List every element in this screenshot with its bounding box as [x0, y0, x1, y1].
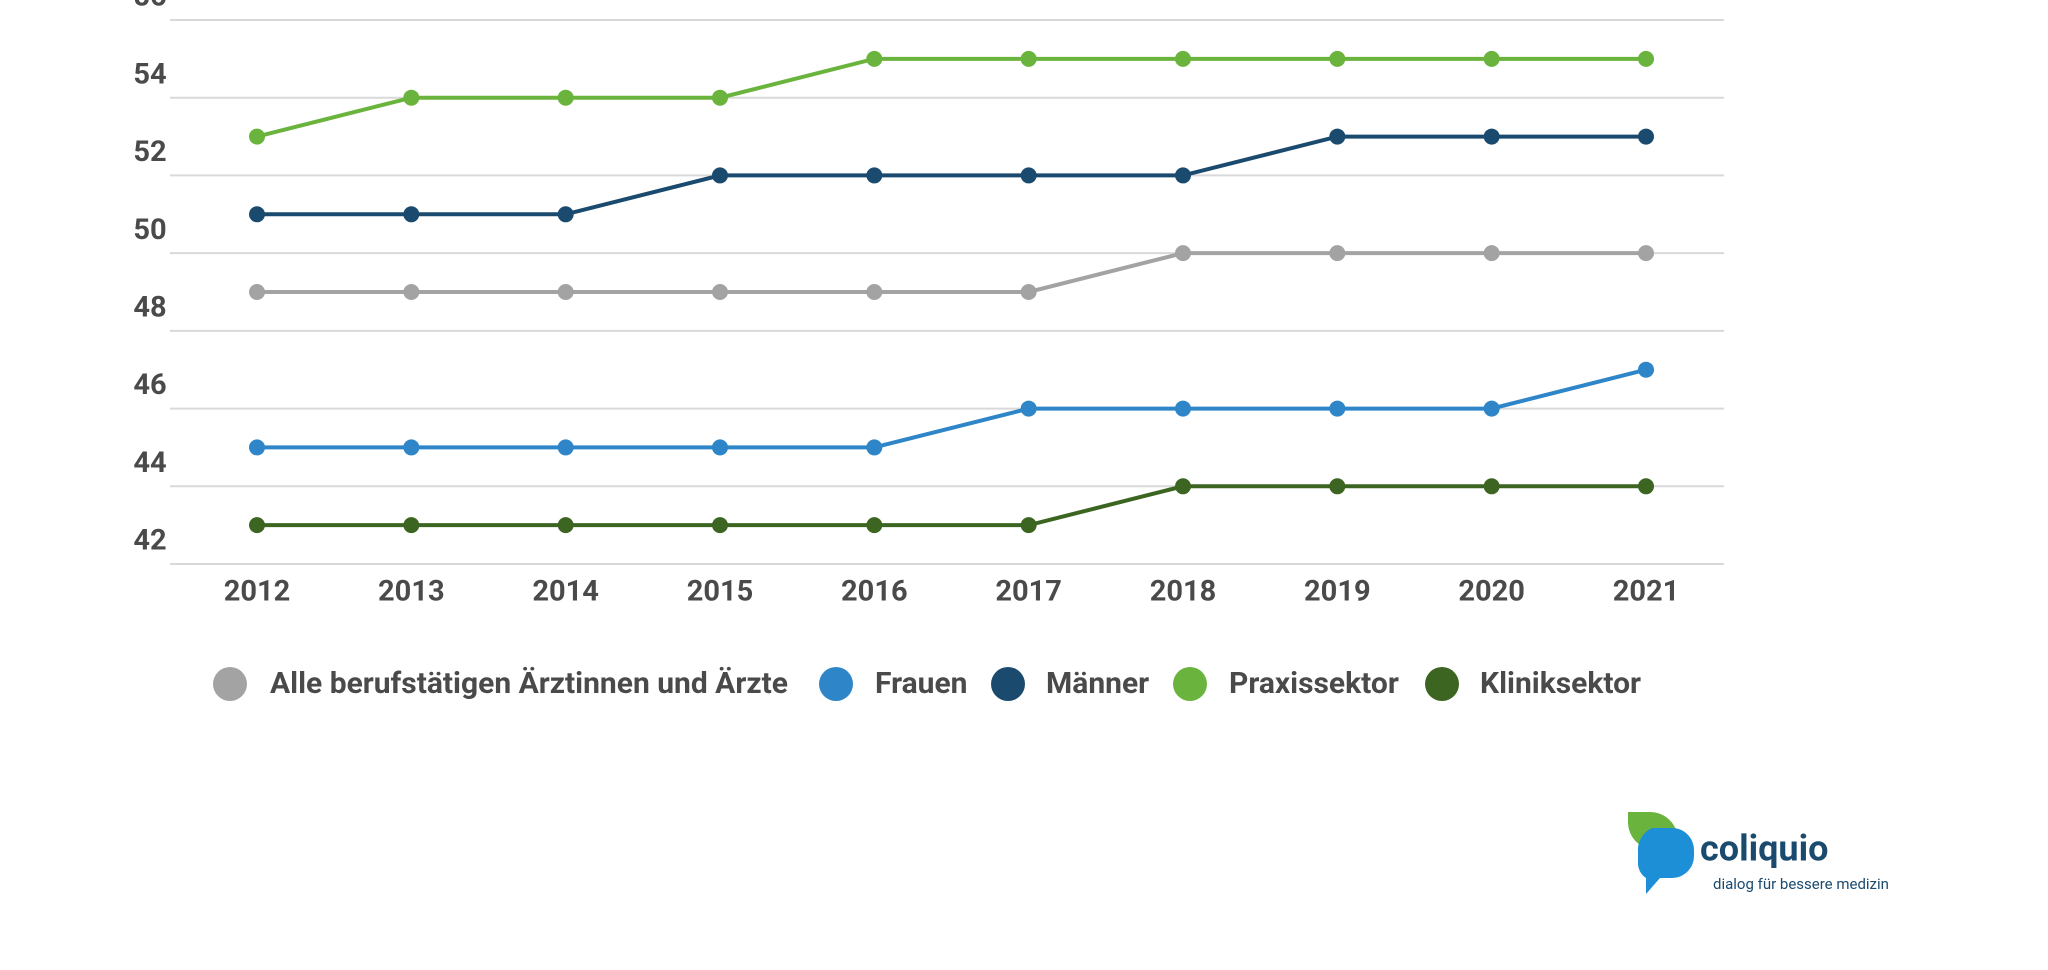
- y-tick-label: 56: [133, 0, 166, 14]
- data-point: [1638, 50, 1654, 67]
- data-point: [249, 439, 265, 456]
- x-tick-label: 2019: [1304, 575, 1371, 609]
- logo-bubble: [1637, 828, 1694, 894]
- data-point: [557, 517, 574, 534]
- data-point: [1020, 517, 1037, 534]
- x-tick-label: 2021: [1613, 575, 1680, 609]
- data-point: [403, 206, 420, 223]
- logo-tagline: dialog für bessere medizin: [1713, 875, 1889, 893]
- data-point: [249, 517, 265, 534]
- data-point: [1175, 167, 1191, 184]
- data-point: [1329, 245, 1346, 262]
- data-point: [1175, 478, 1191, 495]
- data-point: [1020, 400, 1037, 417]
- data-point: [712, 167, 728, 184]
- data-point: [1483, 245, 1500, 262]
- legend-marker: [1173, 667, 1207, 701]
- data-point: [1020, 167, 1037, 184]
- series-line: [256, 56, 1646, 139]
- data-point: [557, 206, 574, 223]
- y-tick-label: 54: [133, 57, 166, 91]
- x-tick-label: 2012: [224, 575, 291, 609]
- data-point: [403, 284, 420, 300]
- series-line: [257, 367, 1647, 450]
- y-tick-label: 44: [133, 446, 166, 480]
- data-point: [1329, 478, 1346, 495]
- data-point: [557, 89, 574, 106]
- data-point: [866, 50, 883, 67]
- series-line: [257, 251, 1646, 294]
- data-point: [1638, 245, 1654, 262]
- data-point: [403, 517, 420, 534]
- x-tick-label: 2013: [378, 575, 445, 609]
- data-point: [1483, 400, 1500, 417]
- data-point: [1638, 361, 1654, 378]
- y-tick-label: 50: [133, 213, 166, 247]
- x-tick-label: 2015: [687, 575, 754, 609]
- series-line: [257, 484, 1646, 528]
- legend-marker: [819, 667, 853, 701]
- x-tick-label: 2020: [1458, 575, 1525, 609]
- data-point: [712, 284, 728, 300]
- data-point: [1483, 478, 1500, 495]
- data-point: [1175, 245, 1191, 262]
- logo-name: coliquio: [1700, 828, 1828, 870]
- legend-marker: [1425, 667, 1459, 701]
- legend-label: Alle berufstätigen Ärztinnen und Ärzte: [270, 666, 788, 701]
- data-point: [1175, 50, 1191, 67]
- data-point: [403, 89, 420, 106]
- x-tick-label: 2018: [1150, 575, 1217, 609]
- data-point: [403, 439, 420, 456]
- x-tick-label: 2016: [841, 575, 908, 609]
- data-point: [1638, 478, 1654, 495]
- data-point: [249, 128, 265, 145]
- data-point: [1483, 128, 1500, 145]
- data-point: [557, 439, 574, 456]
- y-tick-label: 46: [133, 368, 166, 402]
- y-tick-label: 48: [133, 291, 166, 325]
- y-tick-label: 42: [133, 524, 166, 558]
- data-point: [866, 439, 883, 456]
- data-point: [712, 439, 728, 456]
- data-point: [712, 517, 728, 534]
- data-point: [1329, 50, 1346, 67]
- legend-label: Frauen: [875, 666, 967, 701]
- x-tick-label: 2014: [532, 575, 599, 609]
- legend-marker: [213, 667, 247, 701]
- legend-label: Kliniksektor: [1480, 666, 1641, 701]
- data-point: [1483, 50, 1500, 67]
- data-point: [866, 517, 883, 534]
- data-point: [1020, 50, 1037, 67]
- data-point: [1175, 400, 1191, 417]
- data-point: [249, 206, 265, 223]
- legend-label: Männer: [1046, 666, 1149, 701]
- data-point: [1329, 128, 1346, 145]
- x-tick-label: 2017: [995, 575, 1062, 609]
- y-tick-label: 52: [133, 135, 166, 169]
- data-point: [249, 284, 265, 300]
- data-point: [712, 89, 728, 106]
- series-line: [257, 134, 1646, 217]
- data-point: [866, 284, 883, 300]
- data-point: [557, 284, 574, 300]
- legend-label: Praxissektor: [1229, 666, 1399, 701]
- data-point: [1329, 400, 1346, 417]
- data-point: [1020, 284, 1037, 300]
- data-point: [1638, 128, 1654, 145]
- legend-marker: [991, 667, 1025, 701]
- logo: coliquio dialog für bessere medizin: [1628, 812, 1889, 894]
- data-point: [866, 167, 883, 184]
